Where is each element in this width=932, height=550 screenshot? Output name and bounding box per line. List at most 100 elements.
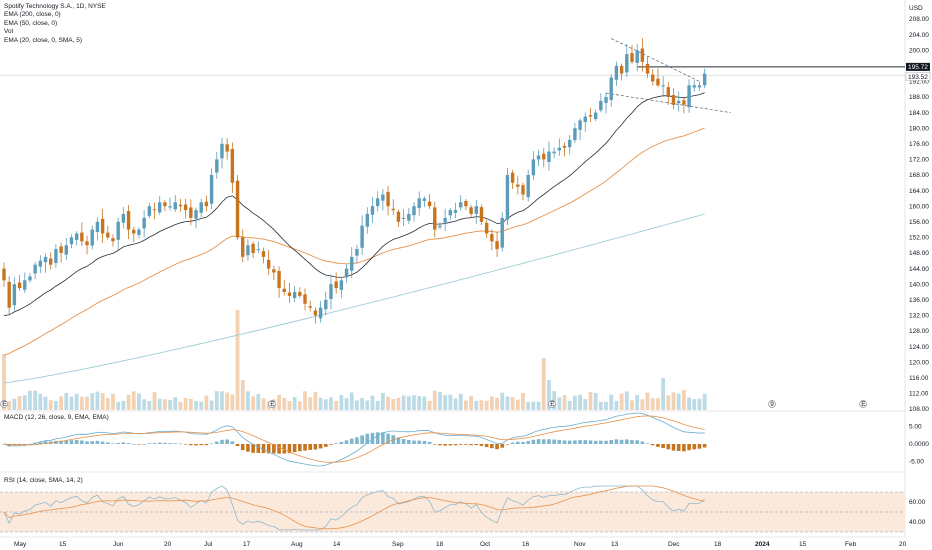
candle-body: [625, 54, 629, 73]
volume-bar: [64, 392, 69, 410]
macd-histogram-bar: [443, 444, 447, 446]
volume-bar: [666, 395, 671, 410]
macd-histogram-bar: [412, 440, 416, 444]
price-tick-label: 160.00: [909, 203, 929, 210]
macd-histogram-bar: [106, 442, 110, 444]
volume-bar: [624, 391, 629, 410]
volume-bar: [339, 394, 344, 410]
price-tick-label: 112.00: [909, 391, 929, 398]
rsi-tick-label: 40.00: [909, 519, 926, 526]
volume-bar: [33, 390, 38, 410]
price-tick-label: 156.00: [909, 219, 929, 226]
rsi-label: RSI (14, close, SMA, 14, 2): [4, 477, 83, 484]
volume-bar: [396, 397, 401, 410]
volume-bar: [375, 400, 380, 410]
macd-histogram-bar: [516, 441, 520, 444]
macd-histogram-bar: [292, 444, 297, 453]
macd-histogram-bar: [427, 441, 432, 444]
volume-bar: [588, 391, 593, 410]
volume-bar: [303, 391, 307, 410]
macd-histogram-bar: [407, 440, 411, 444]
price-tick-label: 108.00: [909, 406, 929, 413]
candle-body: [158, 202, 162, 213]
macd-histogram-bar: [531, 439, 536, 444]
volume-bar: [609, 394, 614, 410]
event-marker-bg: [768, 400, 776, 408]
macd-histogram-bar: [692, 444, 697, 450]
volume-bar: [697, 398, 702, 410]
candle-body: [100, 218, 105, 234]
volume-bar: [681, 390, 686, 410]
volume-bar: [235, 310, 240, 410]
macd-histogram-bar: [28, 443, 32, 445]
time-tick-label: Dec: [668, 541, 680, 548]
candle-body: [80, 232, 84, 242]
macd-histogram-bar: [573, 440, 577, 444]
macd-histogram-bar: [484, 444, 489, 448]
volume-bar: [427, 400, 432, 410]
macd-tick-label: -5.00: [909, 459, 924, 466]
candle-body: [417, 198, 421, 208]
candle-body: [251, 243, 255, 253]
volume-bar: [261, 398, 266, 410]
volume-bar: [85, 396, 89, 410]
price-tick-label: 120.00: [909, 359, 929, 366]
candle-body: [464, 201, 468, 207]
macd-histogram-bar: [635, 440, 639, 444]
volume-bar: [162, 399, 167, 410]
event-marker-bg: [859, 400, 867, 408]
volume-bar: [344, 398, 349, 410]
macd-histogram-bar: [59, 440, 63, 444]
candle-body: [484, 222, 489, 234]
volume-bar: [43, 396, 48, 410]
macd-histogram-bar: [298, 444, 302, 452]
triangle-upper: [611, 38, 700, 82]
macd-histogram-bar: [199, 444, 204, 446]
volume-bar: [183, 397, 188, 410]
event-marker-label: E: [270, 401, 275, 408]
candle-body: [95, 221, 100, 232]
macd-histogram-bar: [360, 435, 364, 444]
volume-bar: [121, 400, 126, 410]
volume-bar: [230, 394, 235, 410]
volume-bar: [692, 399, 697, 410]
price-tick-label: 164.00: [909, 188, 929, 195]
candle-body: [687, 85, 691, 108]
rsi-ma-line: [3, 485, 705, 530]
candle-body: [516, 184, 520, 187]
event-marker-label: E: [550, 401, 555, 408]
candle-body: [671, 95, 676, 105]
legend-ema200: EMA (200, close, 0): [4, 11, 61, 19]
macd-tick-label: 0.0000: [909, 441, 929, 448]
candle-body: [33, 264, 37, 274]
volume-bar: [412, 395, 416, 410]
macd-histogram-bar: [194, 444, 198, 446]
price-tick-label: 140.00: [909, 281, 929, 288]
candle-body: [54, 249, 58, 263]
ema20-line: [3, 92, 705, 316]
macd-histogram-bar: [432, 444, 437, 445]
time-tick-label: 15: [59, 541, 67, 548]
event-markers: E E E 9 E: [0, 400, 867, 408]
price-tick-label: 128.00: [909, 328, 929, 335]
macd-histogram-bar: [417, 440, 421, 444]
volume-bar: [640, 399, 645, 410]
time-tick-label: May: [14, 541, 27, 548]
legend-ema50: EMA (50, close, 0): [4, 19, 58, 27]
macd-histogram-bar: [69, 440, 74, 444]
macd-histogram-bar: [230, 441, 235, 444]
candle-body: [194, 210, 198, 219]
candle-body: [298, 291, 302, 296]
event-marker-label: E: [2, 401, 7, 408]
time-tick-label: 18: [436, 541, 444, 548]
candle-body: [59, 246, 63, 253]
macd-histogram-bar: [246, 444, 250, 452]
candle-body: [313, 310, 318, 316]
volume-bar: [152, 391, 157, 410]
macd-histogram-bar: [526, 441, 530, 444]
candle-body: [401, 217, 406, 219]
candle-body: [573, 128, 577, 141]
macd-histogram-bar: [220, 439, 224, 444]
volume-bar: [17, 396, 22, 410]
